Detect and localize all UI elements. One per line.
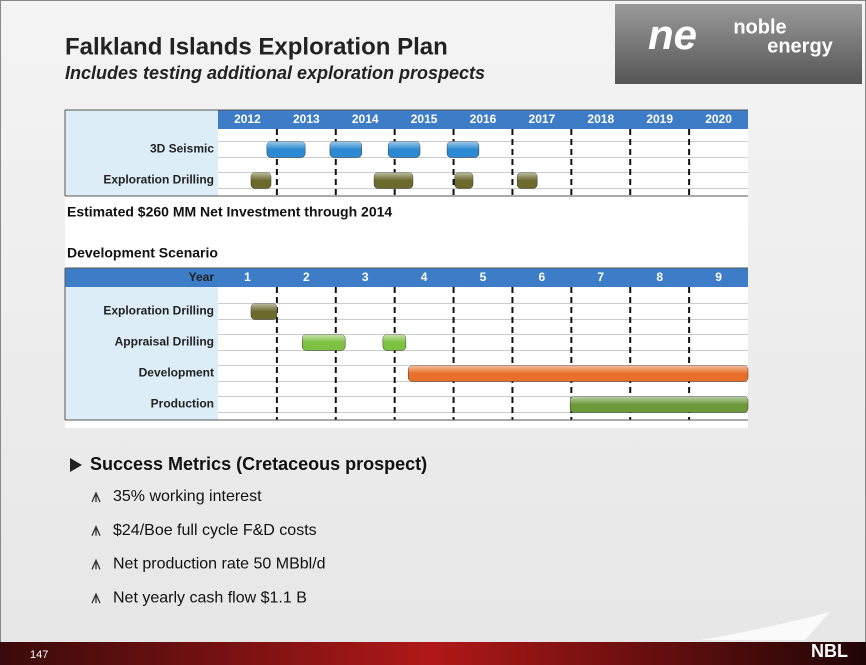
column-label: 8 <box>656 270 663 284</box>
scenario-title: Development Scenario <box>67 245 218 261</box>
column-label: 2014 <box>352 112 379 126</box>
column-label: 2016 <box>470 112 497 126</box>
bar-shine <box>250 172 271 189</box>
page-number: 147 <box>30 649 48 661</box>
metric-item: Net yearly cash flow $1.1 B <box>113 589 307 606</box>
column-label: 1 <box>244 270 251 284</box>
header-row <box>218 110 748 129</box>
bar-shine <box>388 141 420 158</box>
subtitle: Includes testing additional exploration … <box>65 63 485 83</box>
metric-item: 35% working interest <box>113 488 262 505</box>
title: Falkland Islands Exploration Plan <box>65 33 448 60</box>
column-label: 6 <box>539 270 546 284</box>
bar-shine <box>382 334 406 351</box>
row-label: 3D Seismic <box>150 142 214 156</box>
row-label: Exploration Drilling <box>103 304 214 318</box>
bar-shine <box>250 303 277 320</box>
logo-text: noble <box>733 16 786 38</box>
bar-shine <box>570 396 748 413</box>
brand: NBL <box>811 641 848 661</box>
metric-item: $24/Boe full cycle F&D costs <box>113 522 317 539</box>
sub-bullet <box>91 592 101 604</box>
label-column <box>65 110 218 196</box>
logo-box <box>615 4 862 84</box>
column-label: 2017 <box>529 112 556 126</box>
column-label: 9 <box>715 270 722 284</box>
metrics-title: Success Metrics (Cretaceous prospect) <box>90 454 427 474</box>
sub-bullet <box>91 491 101 503</box>
column-label: 3 <box>362 270 369 284</box>
bar-shine <box>447 141 479 158</box>
column-label: 5 <box>480 270 487 284</box>
bullet <box>70 458 82 472</box>
bar-shine <box>408 365 748 382</box>
logo-text: energy <box>767 35 833 57</box>
column-label: 2018 <box>587 112 614 126</box>
bar-shine <box>517 172 538 189</box>
column-label: 7 <box>597 270 604 284</box>
header-row <box>65 268 748 287</box>
column-label: 2012 <box>234 112 261 126</box>
bar-shine <box>374 172 413 189</box>
bar-shine <box>454 172 473 189</box>
sub-bullet <box>91 558 101 570</box>
row-label: Appraisal Drilling <box>115 335 214 349</box>
row-label: Exploration Drilling <box>103 173 214 187</box>
column-label: 2 <box>303 270 310 284</box>
bar-shine <box>302 334 346 351</box>
metric-item: Net production rate 50 MBbl/d <box>113 556 326 573</box>
column-label: 4 <box>421 270 428 284</box>
row-label: Production <box>151 397 214 411</box>
bar-shine <box>329 141 362 158</box>
column-label: 2020 <box>705 112 732 126</box>
header-label: Year <box>189 270 215 284</box>
row-label: Development <box>139 366 214 380</box>
column-label: 2015 <box>411 112 438 126</box>
column-label: 2013 <box>293 112 320 126</box>
footer-swoosh <box>700 612 830 640</box>
column-label: 2019 <box>646 112 673 126</box>
sub-bullet <box>91 525 101 536</box>
investment-note: Estimated $260 MM Net Investment through… <box>67 204 392 220</box>
bar-shine <box>266 141 306 158</box>
footer-bar <box>0 642 866 665</box>
logo-mark: ne <box>648 11 697 58</box>
label-column <box>65 268 218 420</box>
